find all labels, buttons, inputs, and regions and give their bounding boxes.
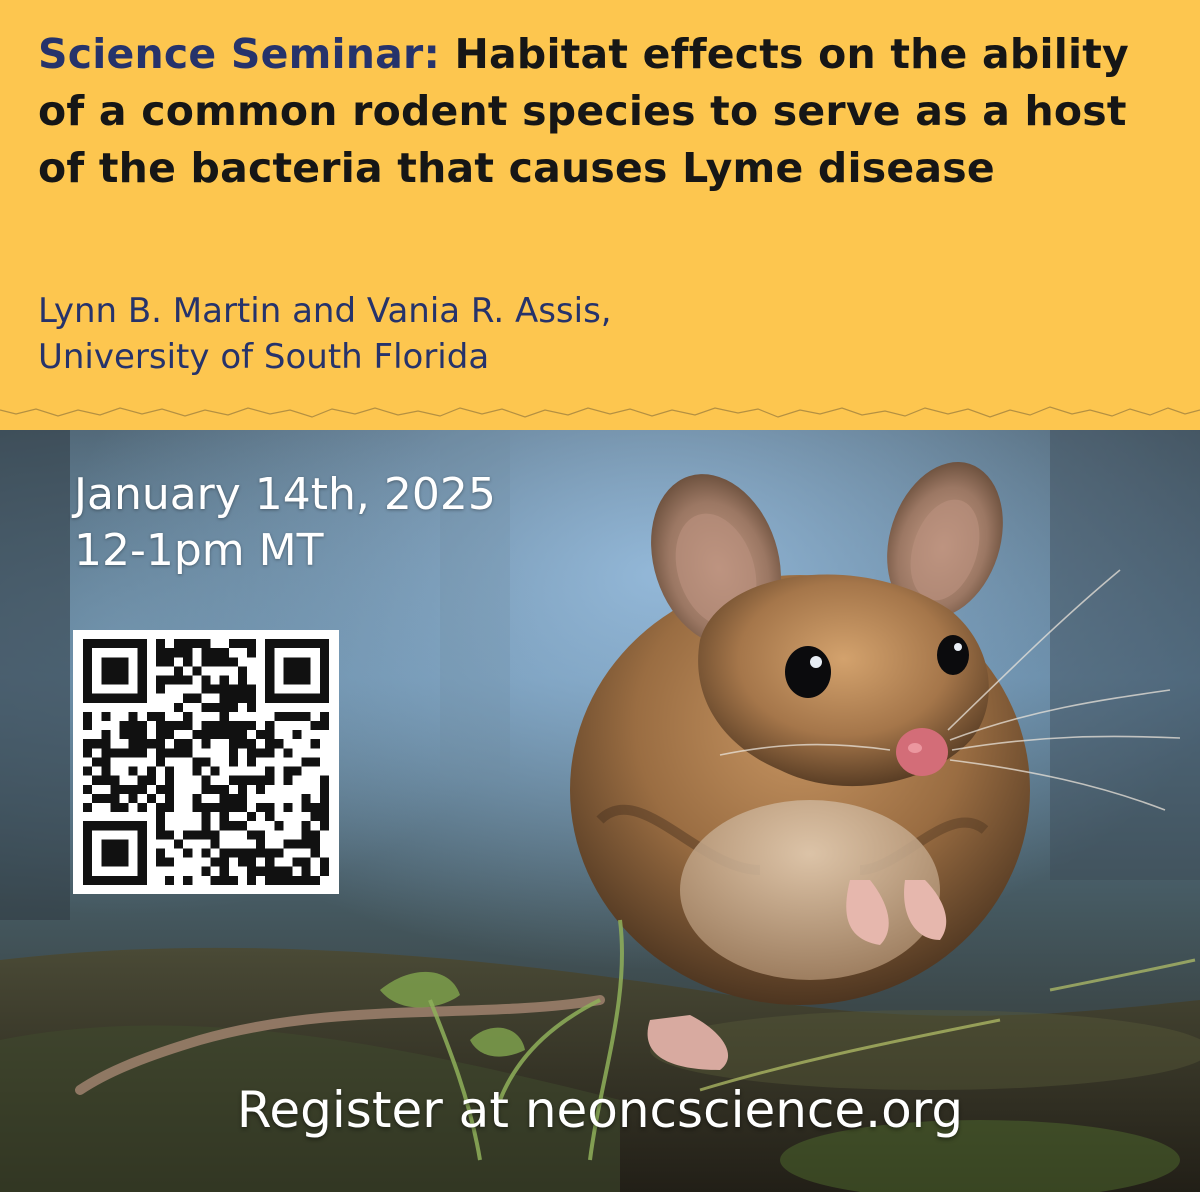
event-date: January 14th, 2025 (74, 469, 496, 520)
header-banner: Science Seminar: Habitat effects on the … (0, 0, 1200, 430)
title-lead: Science Seminar: (38, 30, 441, 78)
mouse-photo (0, 400, 1200, 1192)
register-link[interactable]: Register at neoncscience.org (236, 1081, 964, 1139)
title-text: Habitat effects on the ability of a comm… (38, 30, 1129, 192)
qr-code-icon[interactable] (73, 630, 339, 894)
event-time: 12-1pm MT (74, 525, 324, 576)
seminar-title: Science Seminar: Habitat effects on the … (38, 26, 1178, 197)
torn-paper-edge (0, 396, 1200, 418)
speakers-names: Lynn B. Martin and Vania R. Assis, (38, 291, 612, 331)
speakers-affiliation: University of South Florida (38, 337, 490, 377)
speakers: Lynn B. Martin and Vania R. Assis, Unive… (38, 288, 1038, 380)
